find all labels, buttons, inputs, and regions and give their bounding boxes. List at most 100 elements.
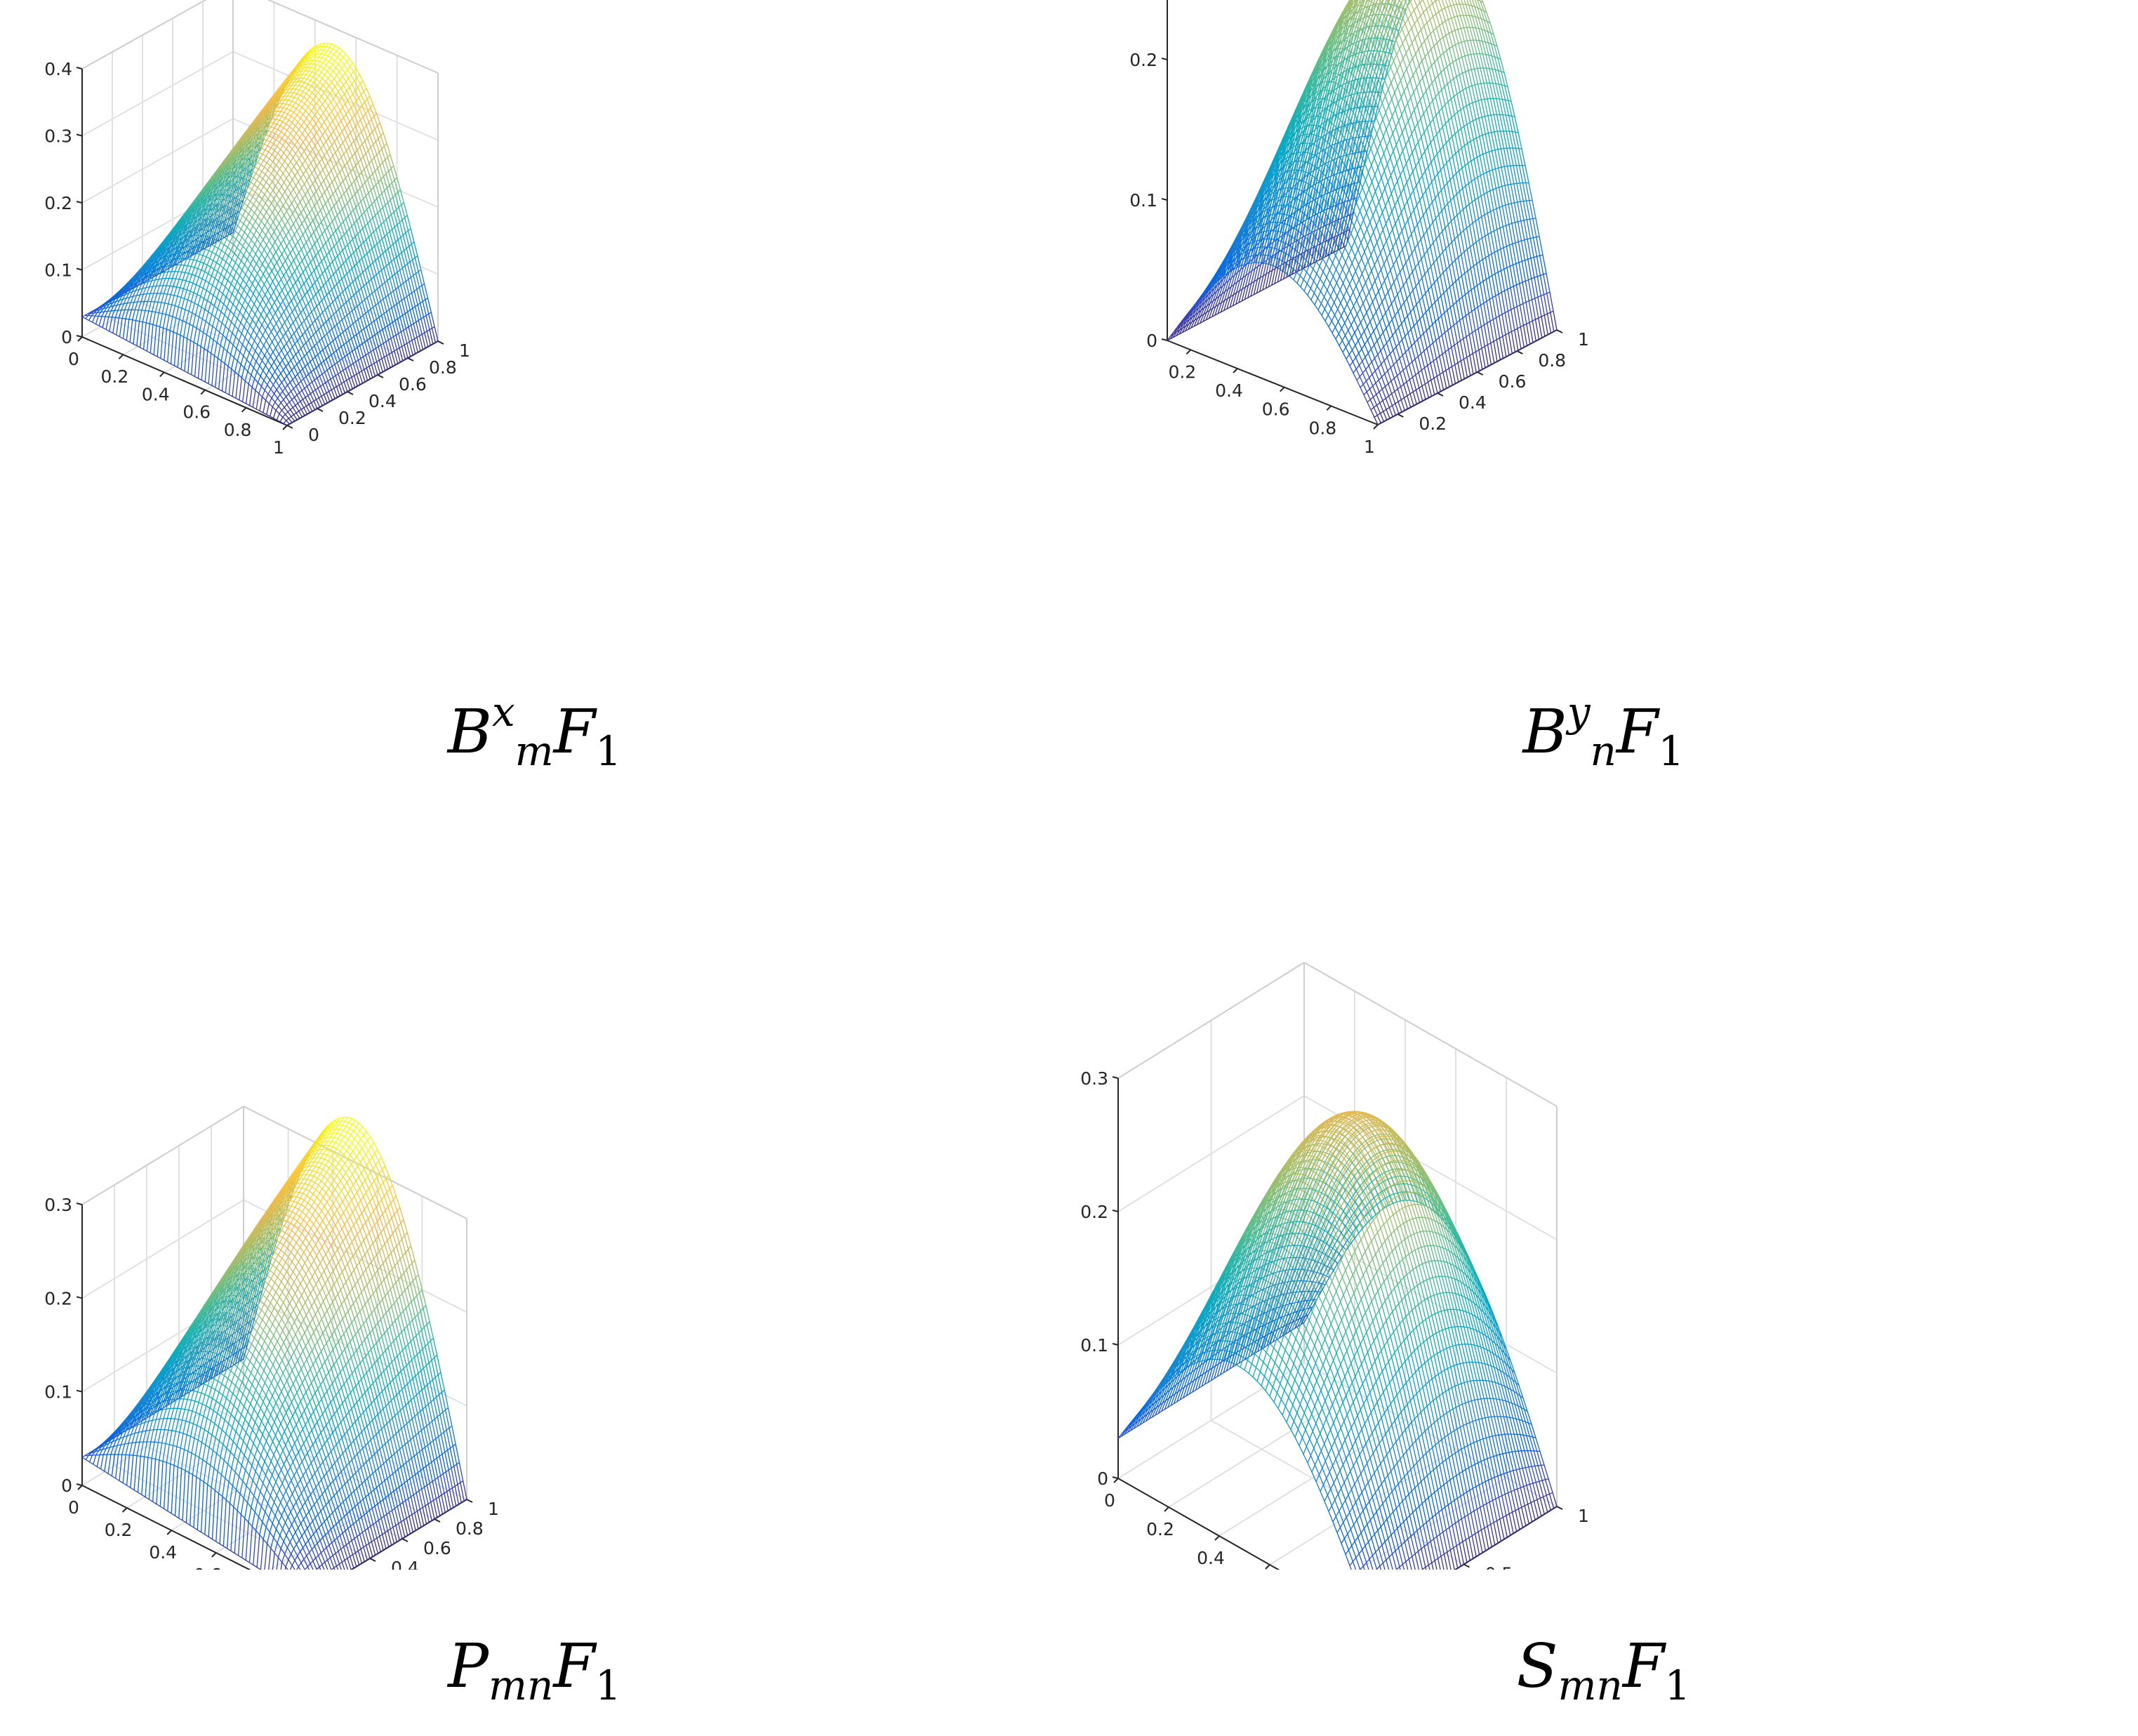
mesh-segment (269, 135, 273, 138)
mesh-segment (208, 187, 211, 192)
mesh-segment (354, 279, 359, 291)
mesh-segment (247, 178, 251, 182)
mesh-segment (266, 315, 271, 322)
mesh-segment (288, 339, 293, 347)
mesh-segment (321, 312, 327, 322)
mesh-segment (284, 413, 289, 419)
mesh-segment (328, 61, 333, 65)
mesh-segment (406, 343, 411, 357)
mesh-segment (272, 256, 277, 263)
mesh-segment (379, 122, 384, 133)
mesh-segment (174, 256, 180, 265)
mesh-segment (323, 112, 328, 119)
mesh-segment (366, 253, 371, 265)
mesh-segment (343, 276, 349, 287)
mesh-segment (292, 286, 297, 294)
mesh-segment (220, 274, 225, 278)
mesh-segment (271, 203, 276, 208)
mesh-segment (282, 416, 287, 421)
mesh-segment (208, 273, 212, 277)
mesh-segment (434, 326, 439, 342)
mesh-segment (256, 208, 261, 213)
mesh-segment (289, 350, 294, 358)
mesh-segment (229, 300, 234, 305)
mesh-segment (366, 125, 371, 135)
mesh-segment (312, 183, 317, 192)
mesh-segment (394, 180, 399, 193)
mesh-segment (219, 166, 223, 171)
mesh-segment (293, 414, 298, 420)
mesh-segment (335, 338, 340, 349)
mesh-segment (320, 148, 325, 156)
mesh-segment (237, 211, 241, 213)
mesh-segment (397, 286, 402, 300)
mesh-segment (286, 108, 291, 111)
mesh-segment (239, 154, 243, 158)
mesh-segment (342, 291, 347, 303)
mesh-segment (197, 230, 201, 239)
mesh-segment (235, 297, 239, 303)
mesh-segment (378, 359, 383, 373)
mesh-segment (211, 190, 215, 199)
mesh-segment (207, 215, 212, 225)
mesh-segment (298, 253, 303, 261)
mesh-segment (300, 145, 305, 152)
mesh-segment (225, 286, 230, 291)
mesh-segment (286, 78, 289, 82)
mesh-segment (318, 99, 323, 105)
mesh-segment (402, 283, 408, 297)
mesh-segment (105, 329, 110, 332)
mesh-segment (270, 389, 275, 395)
mesh-segment (345, 81, 350, 88)
grid-line (81, 118, 234, 204)
mesh-segment (260, 190, 265, 195)
mesh-segment (175, 225, 180, 230)
mesh-segment (333, 352, 338, 363)
mesh-segment (208, 323, 213, 327)
mesh-segment (255, 150, 258, 154)
mesh-segment (308, 239, 313, 248)
mesh-segment (81, 314, 85, 317)
mesh-segment (257, 216, 262, 222)
mesh-segment (274, 371, 279, 378)
mesh-segment (350, 284, 354, 296)
mesh-segment (396, 349, 401, 363)
mesh-segment (329, 67, 334, 72)
mesh-segment (243, 355, 248, 360)
mesh-segment (319, 237, 324, 246)
mesh-segment (215, 191, 220, 201)
mesh-segment (215, 317, 219, 321)
mesh-segment (387, 171, 393, 183)
mesh-segment (256, 371, 261, 377)
mesh-segment (330, 197, 335, 206)
mesh-segment (332, 121, 337, 128)
mesh-segment (121, 303, 125, 310)
mesh-segment (332, 377, 338, 387)
mesh-segment (344, 206, 349, 216)
mesh-segment (142, 282, 146, 289)
mesh-segment (260, 183, 265, 187)
mesh-segment (152, 279, 156, 281)
mesh-segment (168, 303, 172, 305)
mesh-segment (338, 240, 343, 251)
mesh-segment (390, 154, 394, 166)
mesh-segment (333, 98, 338, 105)
mesh-segment (390, 338, 395, 352)
mesh-segment (142, 270, 147, 276)
mesh-segment (331, 134, 336, 143)
mesh-segment (315, 367, 320, 376)
mesh-segment (170, 330, 174, 333)
mesh-segment (267, 230, 272, 237)
mesh-segment (386, 234, 392, 247)
mesh-segment (342, 208, 347, 219)
mesh-segment (180, 253, 185, 263)
mesh-segment (192, 203, 197, 208)
mesh-segment (319, 352, 324, 362)
mesh-segment (167, 261, 172, 270)
mesh-segment (350, 297, 355, 309)
mesh-segment (329, 47, 333, 50)
mesh-segment (209, 187, 214, 196)
mesh-segment (277, 333, 281, 340)
mesh-segment (124, 282, 128, 287)
mesh-segment (248, 278, 253, 284)
